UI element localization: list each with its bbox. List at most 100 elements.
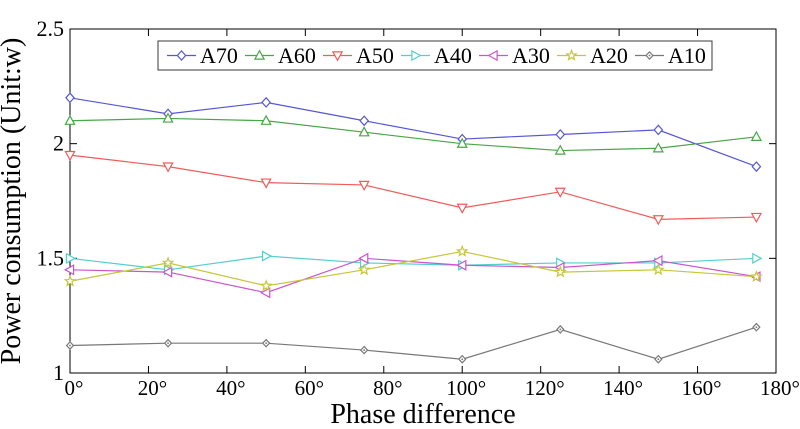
- legend-label-A40: A40: [434, 43, 472, 68]
- legend-label-A10: A10: [668, 43, 706, 68]
- legend-marker-A20: [565, 48, 578, 61]
- marker-A30-25: [162, 266, 173, 278]
- marker-A50-75: [358, 180, 370, 191]
- marker-A20-75: [357, 263, 371, 276]
- series-A50: [64, 150, 763, 226]
- x-tick-label-160: 160°: [682, 376, 722, 400]
- marker-A30-100: [456, 259, 467, 271]
- legend-marker-A40: [411, 49, 422, 62]
- marker-A50-125: [554, 187, 566, 198]
- legend-entry-A50: A50: [323, 43, 394, 68]
- legend-label-A30: A30: [512, 43, 550, 68]
- y-tick-label-1: 1: [53, 360, 64, 385]
- legend-label-A60: A60: [278, 43, 316, 68]
- series-line-A20: [69, 250, 757, 287]
- marker-A40-175: [752, 252, 763, 264]
- x-axis-label: Phase difference: [330, 399, 515, 429]
- series-line-A70: [69, 97, 757, 168]
- marker-A70-75: [359, 115, 370, 127]
- marker-A10-175: [752, 322, 761, 332]
- plot-border: [69, 28, 777, 374]
- marker-A20-150: [651, 263, 665, 276]
- marker-A70-0: [65, 92, 75, 104]
- marker-A50-175: [750, 212, 763, 224]
- marker-A10-25: [163, 338, 173, 348]
- marker-A60-0: [64, 114, 76, 125]
- x-tick-label-80: 80°: [373, 376, 402, 400]
- legend-marker-A60: [253, 49, 266, 60]
- marker-A70-150: [653, 124, 664, 136]
- legend-box: [157, 40, 713, 71]
- axes: 0° 20° 40° 60° 80° 100° 120° 140° 160° 180° 1 1.5 2 2…: [37, 16, 800, 400]
- x-tick-label-100: 100°: [446, 376, 486, 400]
- y-axis-label: Power consumption (Unit:w): [0, 38, 27, 365]
- marker-A20-100: [455, 244, 469, 257]
- legend-marker-A10: [645, 51, 654, 60]
- marker-A70-125: [555, 128, 566, 140]
- x-tick-label-20: 20°: [138, 376, 167, 400]
- marker-A20-125: [553, 265, 567, 278]
- legend-label-A50: A50: [356, 43, 394, 68]
- marker-A10-75: [359, 345, 369, 355]
- x-tick-label-0: 0°: [65, 376, 84, 400]
- series-line-A30: [69, 257, 757, 294]
- series-line-A40: [69, 255, 757, 271]
- y-tick-label-2.5: 2.5: [37, 16, 65, 41]
- marker-A10-150: [654, 354, 663, 364]
- x-tick-label-180: 180°: [760, 376, 800, 400]
- series-line-A60: [69, 117, 757, 152]
- y-tick-label-2: 2: [53, 131, 64, 156]
- y-tick-label-1.5: 1.5: [37, 245, 65, 270]
- marker-A10-100: [457, 354, 467, 364]
- marker-A60-25: [162, 112, 174, 123]
- marker-A60-100: [456, 137, 468, 148]
- marker-A10-125: [556, 324, 565, 334]
- marker-A50-25: [162, 162, 174, 173]
- x-tick-label-120: 120°: [525, 376, 565, 400]
- marker-A30-150: [652, 255, 663, 267]
- marker-A60-175: [750, 130, 763, 141]
- legend-marker-A70: [176, 49, 187, 62]
- x-tick-label-140: 140°: [603, 376, 643, 400]
- legend-marker-A30: [487, 49, 498, 62]
- marker-A70-175: [751, 161, 762, 173]
- series-A70: [65, 92, 762, 173]
- legend-entry-A60: A60: [245, 43, 316, 68]
- series-line-A10: [69, 326, 757, 360]
- marker-A30-50: [260, 287, 271, 299]
- marker-A10-0: [65, 341, 75, 350]
- marker-A30-75: [358, 252, 369, 264]
- marker-A50-0: [64, 150, 76, 162]
- x-tick-label-60: 60°: [295, 376, 324, 400]
- legend-label-A70: A70: [200, 43, 238, 68]
- legend-entry-A40: A40: [401, 43, 472, 68]
- legend-entry-A20: A20: [557, 43, 628, 68]
- legend-entry-A10: A10: [635, 43, 706, 68]
- marker-A60-50: [260, 114, 272, 125]
- marker-A20-25: [161, 256, 175, 269]
- marker-A70-50: [261, 96, 272, 108]
- marker-A40-50: [261, 250, 273, 262]
- legend: A70 A60 A50 A40 A30 A20 A10: [157, 40, 713, 71]
- marker-A20-0: [63, 274, 77, 287]
- legend-marker-A50: [331, 51, 344, 62]
- marker-A20-50: [259, 279, 273, 292]
- series-A20: [63, 244, 763, 292]
- series-line-A50: [69, 154, 757, 220]
- marker-A60-150: [652, 142, 664, 153]
- marker-A40-0: [65, 252, 77, 264]
- marker-A50-100: [456, 203, 468, 214]
- marker-A50-150: [652, 215, 664, 226]
- marker-A60-125: [554, 144, 566, 155]
- legend-entry-A30: A30: [479, 43, 550, 68]
- marker-A20-175: [749, 269, 763, 283]
- legend-entry-A70: A70: [167, 43, 238, 68]
- marker-A50-50: [260, 178, 272, 189]
- marker-A10-50: [261, 338, 271, 348]
- legend-label-A20: A20: [590, 43, 628, 68]
- marker-A30-0: [63, 264, 75, 276]
- series-A60: [64, 112, 763, 155]
- x-tick-label-40: 40°: [216, 376, 245, 400]
